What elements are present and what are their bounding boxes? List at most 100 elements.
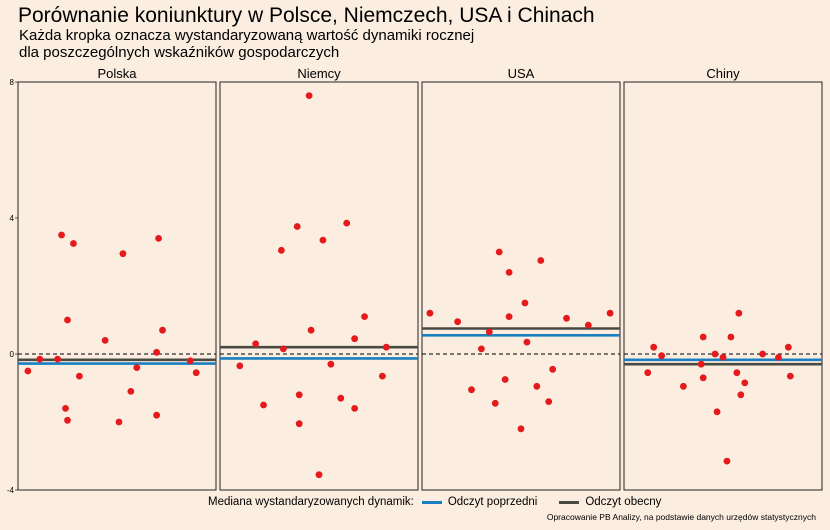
legend-title: Mediana wystandaryzowanych dynamik: bbox=[208, 496, 414, 508]
data-point bbox=[697, 360, 705, 368]
data-point bbox=[252, 340, 260, 348]
legend-label-current: Odczyt obecny bbox=[585, 496, 662, 508]
data-point bbox=[305, 92, 313, 99]
chart-title: Porównanie koniunktury w Polsce, Niemcze… bbox=[18, 4, 595, 27]
data-point bbox=[485, 328, 493, 336]
data-point bbox=[426, 309, 434, 317]
data-point bbox=[295, 391, 303, 399]
data-point bbox=[501, 376, 509, 383]
data-point bbox=[478, 345, 485, 353]
data-point bbox=[650, 343, 658, 351]
data-point bbox=[58, 231, 65, 239]
panel-title-niemcy: Niemcy bbox=[297, 66, 341, 81]
data-point bbox=[727, 333, 735, 341]
data-point bbox=[711, 350, 719, 358]
panel-frame-niemcy bbox=[219, 81, 419, 491]
data-point bbox=[119, 250, 127, 258]
data-point bbox=[741, 379, 749, 387]
data-point bbox=[127, 388, 135, 395]
panel-title-usa: USA bbox=[508, 66, 535, 81]
data-point bbox=[505, 313, 513, 320]
y-tick-label: -4 bbox=[7, 486, 15, 495]
data-point bbox=[153, 411, 161, 419]
data-point bbox=[315, 471, 323, 479]
data-point bbox=[36, 355, 44, 363]
data-point bbox=[351, 405, 359, 412]
panel-frame-usa bbox=[421, 81, 621, 491]
data-point bbox=[260, 401, 267, 409]
data-point bbox=[192, 369, 200, 377]
panel-title-chiny: Chiny bbox=[706, 66, 740, 81]
data-point bbox=[468, 386, 475, 394]
data-point bbox=[351, 335, 359, 343]
data-point bbox=[699, 333, 707, 341]
data-point bbox=[236, 362, 244, 370]
data-point bbox=[64, 416, 71, 424]
data-point bbox=[521, 299, 529, 307]
chart-subtitle-line-1: Każda kropka oznacza wystandaryzowaną wa… bbox=[19, 27, 475, 44]
data-point bbox=[361, 313, 368, 320]
data-point bbox=[786, 372, 794, 380]
data-point bbox=[658, 352, 666, 360]
data-point bbox=[155, 235, 162, 242]
data-point bbox=[545, 398, 553, 405]
data-point bbox=[533, 382, 541, 390]
data-point bbox=[775, 354, 782, 361]
data-point bbox=[293, 223, 301, 230]
data-point bbox=[101, 337, 109, 344]
legend-key-current bbox=[559, 500, 580, 504]
data-point bbox=[713, 408, 721, 416]
y-tick-label: 0 bbox=[10, 350, 15, 359]
source-caption: Opracowanie PB Analizy, na podstawie dan… bbox=[546, 512, 816, 522]
data-point bbox=[737, 391, 745, 399]
data-point bbox=[62, 405, 69, 412]
data-point bbox=[319, 236, 327, 244]
data-point bbox=[699, 374, 707, 382]
chart-subtitle-line-2: dla poszczególnych wskaźników gospodarcz… bbox=[19, 44, 340, 61]
data-point bbox=[563, 314, 570, 322]
data-point bbox=[517, 425, 525, 433]
data-point bbox=[295, 420, 303, 428]
data-point bbox=[24, 367, 32, 375]
data-point bbox=[133, 364, 141, 371]
data-point bbox=[505, 269, 513, 276]
data-point bbox=[454, 318, 462, 326]
data-point bbox=[378, 372, 386, 380]
legend-label-previous: Odczyt poprzedni bbox=[447, 496, 538, 508]
data-point bbox=[382, 343, 390, 351]
data-point bbox=[584, 321, 592, 329]
data-point bbox=[495, 248, 503, 256]
data-point bbox=[549, 365, 557, 373]
data-point bbox=[784, 343, 792, 351]
data-point bbox=[680, 382, 687, 390]
data-point bbox=[75, 372, 83, 380]
panel-frame-chiny bbox=[623, 81, 823, 491]
data-point bbox=[733, 369, 741, 377]
data-point bbox=[759, 350, 766, 358]
data-point bbox=[644, 369, 652, 377]
data-point bbox=[159, 326, 166, 334]
data-point bbox=[54, 355, 61, 363]
data-point bbox=[337, 394, 345, 402]
panel-title-polska: Polska bbox=[97, 66, 137, 81]
data-point bbox=[343, 219, 351, 227]
data-point bbox=[491, 399, 499, 407]
legend-key-previous bbox=[421, 500, 442, 504]
data-point bbox=[153, 348, 161, 356]
data-point bbox=[606, 309, 614, 317]
data-point bbox=[186, 357, 194, 365]
data-point bbox=[307, 326, 315, 334]
data-point bbox=[723, 457, 731, 465]
data-point bbox=[70, 240, 77, 247]
data-point bbox=[327, 360, 335, 368]
data-point bbox=[735, 309, 743, 317]
data-point bbox=[64, 316, 71, 324]
panel-frame-polska bbox=[17, 81, 217, 491]
legend: Mediana wystandaryzowanych dynamik: Odcz… bbox=[208, 496, 661, 508]
data-point bbox=[279, 345, 287, 353]
data-point bbox=[523, 338, 531, 346]
y-tick-label: 4 bbox=[10, 214, 15, 223]
data-point bbox=[277, 246, 285, 254]
data-point bbox=[115, 418, 123, 426]
